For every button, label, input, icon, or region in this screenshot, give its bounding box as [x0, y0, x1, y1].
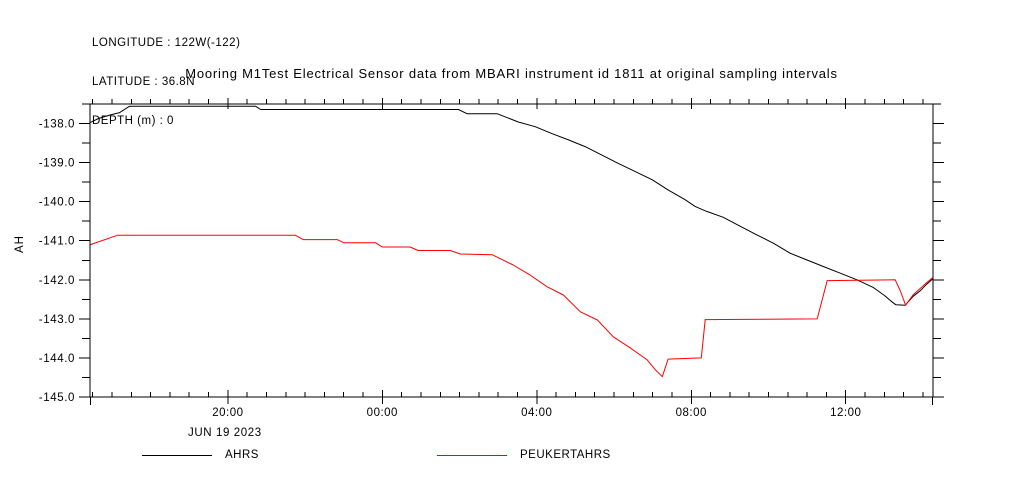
y-tick-label: -145.0 — [39, 392, 75, 404]
y-tick-label: -139.0 — [39, 158, 75, 170]
legend-label: PEUKERTAHRS — [520, 449, 611, 461]
y-tick-label: -144.0 — [39, 353, 75, 365]
ahrs-line — [90, 105, 933, 306]
plot-border — [89, 103, 934, 398]
x-tick-label: 08:00 — [676, 407, 707, 419]
legend-item-peukertahrs: PEUKERTAHRS — [437, 448, 611, 462]
x-tick-label: 20:00 — [212, 407, 243, 419]
x-axis-date-label: JUN 19 2023 — [188, 427, 262, 439]
legend-label: AHRS — [225, 449, 259, 461]
legend-item-ahrs: AHRS — [142, 448, 259, 462]
peukertahrs-line — [90, 234, 933, 378]
chart-title: Mooring M1Test Electrical Sensor data fr… — [185, 66, 838, 81]
legend-swatch — [142, 454, 212, 456]
longitude-label: LONGITUDE : 122W(-122) — [92, 37, 241, 49]
y-tick-label: -141.0 — [39, 236, 75, 248]
x-tick-label: 12:00 — [830, 407, 861, 419]
x-tick-label: 04:00 — [521, 407, 552, 419]
y-tick-label: -138.0 — [39, 119, 75, 131]
y-tick-label: -142.0 — [39, 275, 75, 287]
legend: AHRS PEUKERTAHRS — [0, 448, 1009, 464]
x-tick-label: 00:00 — [367, 407, 398, 419]
latitude-label: LATITUDE : 36.8N — [92, 76, 196, 88]
legend-swatch — [437, 454, 507, 456]
location-info: LONGITUDE : 122W(-122) LATITUDE : 36.8N … — [92, 11, 240, 154]
y-tick-label: -140.0 — [39, 197, 75, 209]
y-tick-label: -143.0 — [39, 314, 75, 326]
depth-label: DEPTH (m) : 0 — [92, 115, 174, 127]
